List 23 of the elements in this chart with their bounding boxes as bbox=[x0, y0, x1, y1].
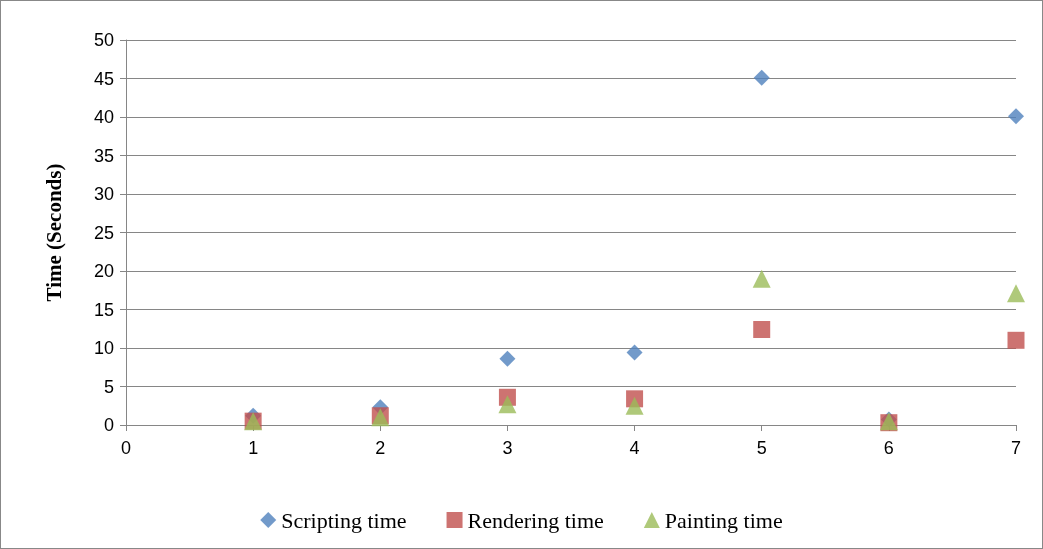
y-tick-label: 5 bbox=[103, 376, 114, 397]
x-tick-label: 4 bbox=[629, 438, 640, 458]
x-tick-label: 5 bbox=[756, 438, 767, 458]
y-tick-label: 35 bbox=[93, 145, 114, 166]
y-axis-title: Time (Seconds) bbox=[41, 163, 66, 302]
legend-label: Rendering time bbox=[467, 507, 604, 533]
x-tick-label: 2 bbox=[375, 438, 386, 458]
y-tick-label: 40 bbox=[93, 107, 114, 127]
x-tick-label: 1 bbox=[248, 438, 259, 458]
x-tick-label: 0 bbox=[120, 438, 132, 458]
y-tick-label: 0 bbox=[103, 415, 114, 435]
x-tick-label: 6 bbox=[883, 438, 894, 458]
legend-label: Painting time bbox=[664, 507, 783, 533]
y-tick-label: 15 bbox=[93, 299, 114, 320]
y-tick-label: 25 bbox=[93, 222, 114, 243]
y-tick-label: 10 bbox=[93, 338, 114, 358]
y-tick-label: 20 bbox=[93, 261, 114, 281]
y-tick-label: 30 bbox=[93, 184, 114, 204]
legend-label: Scripting time bbox=[281, 507, 407, 533]
x-tick-label: 7 bbox=[1010, 438, 1022, 458]
x-tick-label: 3 bbox=[502, 438, 513, 458]
y-tick-label: 45 bbox=[93, 68, 114, 89]
y-tick-label: 50 bbox=[93, 30, 114, 50]
